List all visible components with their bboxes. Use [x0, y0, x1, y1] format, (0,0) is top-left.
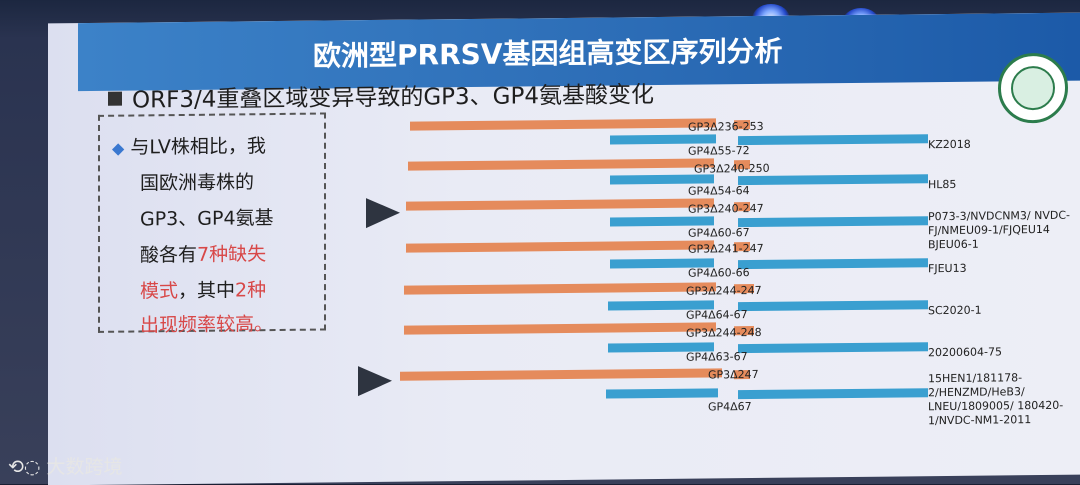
gp3-bar [406, 198, 714, 211]
strain-label: KZ2018 [928, 137, 971, 152]
gp4-deletion-label: GP4Δ54-64 [688, 184, 750, 198]
strain-label: FJEU13 [928, 261, 967, 276]
strain-label: 20200604-75 [928, 345, 1002, 360]
presentation-slide: 欧洲型PRRSV基因组高变区序列分析 ORF3/4重叠区域变异导致的GP3、GP… [48, 12, 1080, 485]
gp4-deletion-label: GP4Δ60-66 [688, 266, 750, 280]
gp3-bar [404, 282, 716, 295]
gp4-deletion-label: GP4Δ63-67 [686, 350, 748, 364]
gp4-bar-tail [738, 258, 928, 270]
gp3-bar [400, 368, 722, 381]
gp4-bar-tail [738, 174, 928, 186]
textbox-line: 出现频率较高。 [140, 313, 274, 337]
gp3-deletion-label: GP3Δ247 [708, 367, 759, 382]
watermark: ⟲◌ 大数跨境 [8, 456, 123, 478]
gp4-deletion-label: GP4Δ60-67 [688, 226, 750, 240]
gp4-bar [606, 388, 718, 399]
gp3-deletion-label: GP3Δ244-248 [686, 325, 762, 340]
gp4-bar [610, 174, 714, 185]
slide-title: 欧洲型PRRSV基因组高变区序列分析 [313, 34, 783, 73]
gp4-deletion-label: GP4Δ67 [708, 400, 752, 414]
gp4-bar-tail [738, 388, 928, 400]
pointer-arrow-icon [358, 365, 392, 397]
gp4-deletion-label: GP4Δ64-67 [686, 308, 748, 322]
gp4-bar-tail [738, 300, 928, 312]
strain-label: SC2020-1 [928, 303, 982, 318]
summary-textbox: ◆ 与LV株相比，我 国欧洲毒株的 GP3、GP4氨基 酸各有7种缺失 模式，其… [98, 112, 326, 336]
gp3-deletion-label: GP3Δ236-253 [688, 119, 764, 134]
gp3-deletion-label: GP3Δ240-247 [688, 201, 764, 216]
slide-subtitle: ORF3/4重叠区域变异导致的GP3、GP4氨基酸变化 [108, 75, 654, 115]
textbox-line: GP3、GP4氨基 [140, 207, 274, 231]
bullet-square-icon [108, 91, 122, 106]
gp3-bar [406, 240, 714, 253]
watermark-logo-icon: ⟲◌ [8, 456, 47, 478]
textbox-line: 模式，其中2种 [140, 279, 267, 303]
gp3-deletion-label: GP3Δ244-247 [686, 283, 762, 298]
gp3-bar [410, 118, 716, 131]
gp4-deletion-label: GP4Δ55-72 [688, 144, 750, 158]
textbox-line: 国欧洲毒株的 [140, 171, 255, 195]
strain-label: HL85 [928, 177, 957, 192]
gp4-bar-tail [738, 216, 928, 228]
textbox-line: ◆ 与LV株相比，我 [112, 135, 266, 159]
textbox-line: 酸各有7种缺失 [140, 243, 267, 267]
strain-label: 15HEN1/181178-2/HENZMD/HeB3/ LNEU/180900… [928, 371, 1064, 428]
pointer-arrow-icon [366, 197, 400, 229]
gp3-bar [404, 322, 716, 335]
organization-logo [998, 52, 1068, 124]
strain-label: P073-3/NVDCNM3/ NVDC-FJ/NMEU09-1/FJQEU14… [928, 208, 1071, 252]
subtitle-text: ORF3/4重叠区域变异导致的GP3、GP4氨基酸变化 [132, 82, 654, 114]
gp4-bar-tail [738, 134, 928, 146]
diamond-bullet-icon: ◆ [112, 138, 125, 158]
gp4-bar [610, 134, 716, 145]
gp3-bar [408, 158, 714, 171]
gp4-bar [610, 216, 714, 227]
gp4-bar-tail [738, 342, 928, 354]
gp3-deletion-label: GP3Δ241-247 [688, 241, 764, 256]
